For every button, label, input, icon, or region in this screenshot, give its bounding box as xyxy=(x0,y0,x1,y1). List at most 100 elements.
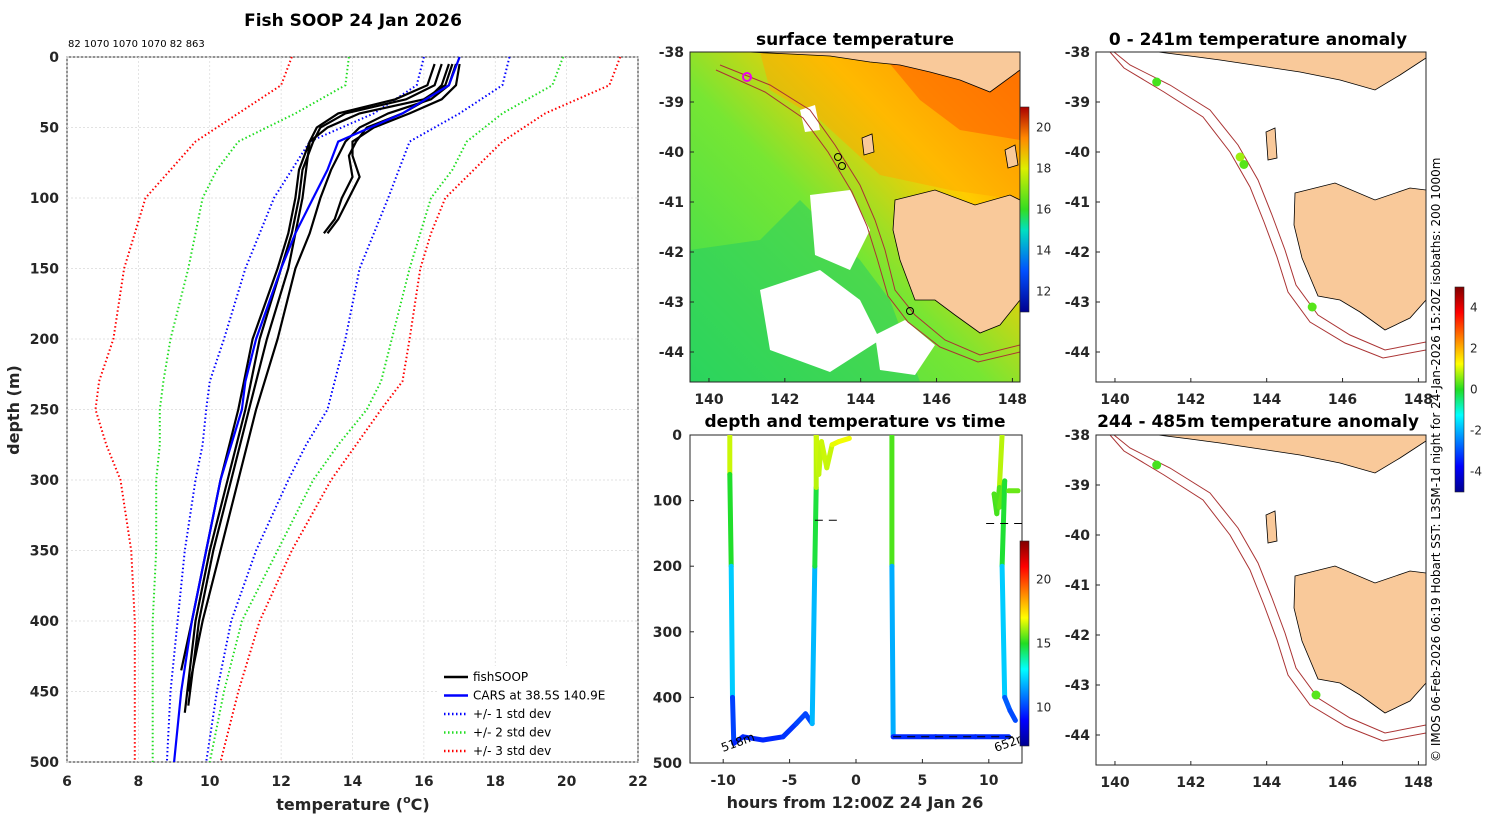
y-tick-label: -44 xyxy=(1065,728,1091,744)
sst-land-king-island xyxy=(861,133,875,156)
anomaly-point xyxy=(1307,302,1317,312)
depth-track-segment xyxy=(780,721,799,740)
depth-track-segment xyxy=(809,563,818,727)
y-tick-label: 50 xyxy=(40,121,60,137)
y-tick-label: 450 xyxy=(30,685,59,701)
anomaly-point xyxy=(1235,152,1245,162)
x-tick-label: 140 xyxy=(1100,775,1129,791)
anomaly-deep-isobath xyxy=(1113,435,1426,734)
y-tick-label: -42 xyxy=(1065,628,1090,644)
y-tick-label: -42 xyxy=(1065,245,1090,261)
depth-track-segment xyxy=(812,485,819,569)
x-tick-label: -5 xyxy=(782,773,798,789)
depth-track-segment xyxy=(996,435,1005,490)
y-tick-label: -38 xyxy=(1065,428,1090,444)
profile-title: Fish SOOP 24 Jan 2026 xyxy=(244,11,462,31)
sst-colorbar-ticks: 12 14 16 18 20 xyxy=(1036,121,1051,299)
y-tick-label: 400 xyxy=(653,690,682,706)
y-tick-label: 500 xyxy=(30,755,59,771)
colorbar-tick-label: 14 xyxy=(1036,244,1051,258)
legend-label: +/- 3 std dev xyxy=(473,744,551,758)
colorbar-tick-label: -2 xyxy=(1470,424,1482,438)
y-tick-label: 200 xyxy=(30,332,59,348)
anomaly-shallow-isobath xyxy=(1113,52,1426,351)
anomaly-deep-land-king-island xyxy=(1265,510,1278,544)
y-tick-label: -44 xyxy=(1065,345,1091,361)
x-tick-label: 144 xyxy=(1252,775,1281,791)
sst-station-marker xyxy=(906,307,914,315)
anomaly-point xyxy=(1239,160,1249,169)
profile-y-label: depth (m) xyxy=(4,365,23,455)
y-tick-label: -40 xyxy=(659,145,685,161)
colorbar-tick-label: 4 xyxy=(1470,301,1478,315)
x-tick-label: 10 xyxy=(979,773,999,789)
depth-track-segment xyxy=(824,442,835,471)
x-label-main: temperature ( xyxy=(276,795,403,814)
x-tick-label: 6 xyxy=(62,774,72,790)
y-tick-label: -38 xyxy=(659,45,684,61)
sst-ticks: 140 142 144 146 148 -38 -39 -40 -41 -42 -43 -44 xyxy=(659,45,1027,408)
x-tick-label: 148 xyxy=(998,392,1027,408)
y-tick-label: 250 xyxy=(30,403,59,419)
y-tick-label: 150 xyxy=(30,262,59,278)
anomaly-deep-points xyxy=(1152,460,1321,700)
credit-text: © IMOS 06-Feb-2026 06:19 Hobart SST: L3S… xyxy=(1429,158,1443,762)
anomaly-deep-frame xyxy=(1095,434,1427,766)
x-tick-label: 142 xyxy=(1176,392,1205,408)
anomaly-shallow-panel: 0 - 241m temperature anomaly 140 142 144 14… xyxy=(1065,30,1433,408)
std3-upper-line xyxy=(219,56,622,763)
y-tick-label: 300 xyxy=(30,473,59,489)
colorbar-tick-label: 18 xyxy=(1036,162,1051,176)
cars-profile xyxy=(173,56,461,763)
depth-track-segment xyxy=(728,563,735,700)
sst-station-marker xyxy=(742,72,752,82)
y-tick-label: -41 xyxy=(1065,195,1090,211)
fishsoop-profile-line xyxy=(187,63,436,706)
profile-count-label: 82 1070 1070 1070 82 863 xyxy=(68,39,205,50)
x-tick-label: 12 xyxy=(271,774,290,790)
depth-track-segment xyxy=(760,734,786,743)
depth-track-segment xyxy=(889,563,896,740)
y-tick-label: -43 xyxy=(659,295,684,311)
colorbar-tick-label: -4 xyxy=(1470,465,1482,479)
sst-land-victoria xyxy=(747,52,1020,93)
sst-cloud-gap-1 xyxy=(810,190,870,270)
x-tick-label: 142 xyxy=(770,392,799,408)
legend-label: CARS at 38.5S 140.9E xyxy=(473,689,605,703)
x-label-unit: C) xyxy=(411,795,430,814)
sst-cloud-gap-4 xyxy=(800,105,820,132)
colorbar-tick-label: 15 xyxy=(1036,637,1051,651)
y-tick-label: -44 xyxy=(659,345,685,361)
y-tick-label: 200 xyxy=(653,559,682,575)
profile-x-label: temperature (oC) xyxy=(276,793,429,814)
anomaly-deep-land-tasmania xyxy=(1293,565,1426,714)
anomaly-colorbar-ticks: -4 -2 0 2 4 xyxy=(1470,301,1482,479)
std3-lower-line xyxy=(94,56,293,762)
x-tick-label: 148 xyxy=(1404,392,1433,408)
anomaly-point xyxy=(1311,690,1321,700)
x-tick-label: 144 xyxy=(846,392,875,408)
colorbar-tick-label: 20 xyxy=(1036,572,1051,586)
profile-yticks: 0 50 100 150 200 250 300 350 400 450 500 xyxy=(30,50,59,771)
sst-land-tasmania xyxy=(892,189,1020,334)
anomaly-shallow-land-victoria xyxy=(1157,52,1426,91)
x-tick-label: 0 xyxy=(851,773,861,789)
y-tick-label: 400 xyxy=(30,614,59,630)
std-dev-lines xyxy=(94,56,622,763)
sst-panel: surface temperature 140 142 144 146 148 -38 -3… xyxy=(659,30,1052,408)
sst-isobath-deep xyxy=(715,69,1020,363)
sst-colorbar xyxy=(1019,106,1030,313)
legend-label: +/- 2 std dev xyxy=(473,726,551,740)
fishsoop-profile-line xyxy=(183,63,443,713)
anomaly-point xyxy=(1152,77,1162,87)
anomaly-shallow-title: 0 - 241m temperature anomaly xyxy=(1109,30,1407,50)
x-tick-label: 142 xyxy=(1176,775,1205,791)
y-tick-label: 350 xyxy=(30,544,59,560)
anomaly-point xyxy=(1152,460,1162,470)
x-tick-label: 144 xyxy=(1252,392,1281,408)
x-tick-label: 140 xyxy=(694,392,723,408)
cars-line xyxy=(173,56,461,763)
y-tick-label: -40 xyxy=(1065,528,1091,544)
depth-time-tracks xyxy=(727,435,1022,746)
